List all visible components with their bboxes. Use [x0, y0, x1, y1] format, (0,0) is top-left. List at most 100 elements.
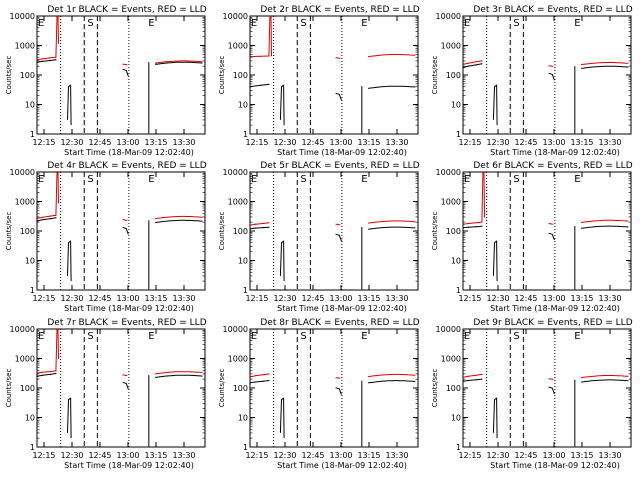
data-point	[55, 214, 57, 216]
data-point	[463, 63, 465, 65]
data-point	[262, 374, 264, 376]
events-series-line	[463, 378, 482, 382]
marker-e-left: E	[38, 331, 44, 342]
x-tick-label: 12:45	[88, 138, 111, 147]
data-point	[483, 172, 485, 174]
x-tick-label: 13:00	[329, 294, 352, 303]
data-point	[268, 83, 270, 85]
data-point	[250, 382, 252, 384]
data-point	[49, 373, 51, 375]
series-group	[250, 220, 416, 290]
panel-title: Det 4r BLACK = Events, RED = LLD	[47, 161, 206, 171]
x-tick-label: 12:45	[88, 451, 111, 460]
detector-panel-6: Det 6r BLACK = Events, RED = LLD 1 10 100 10…	[431, 161, 633, 313]
lld-trace-late	[155, 215, 203, 220]
y-tick-label: 1000	[441, 198, 461, 207]
x-axis-label: Start Time (18-Mar-09 12:02:40)	[64, 461, 194, 470]
x-tick-label: 13:15	[570, 294, 593, 303]
events-dropout	[492, 84, 498, 126]
plot-frame	[462, 171, 632, 291]
events-dropout	[279, 84, 285, 126]
x-tick-label: 13:15	[144, 451, 167, 460]
panel-title: Det 9r BLACK = Events, RED = LLD	[473, 318, 632, 328]
x-tick-label: 13:15	[144, 294, 167, 303]
data-point	[268, 55, 270, 57]
data-point	[467, 226, 469, 228]
plot-frame	[462, 328, 632, 448]
series-group	[463, 373, 629, 447]
data-point	[268, 373, 270, 375]
data-point	[259, 55, 262, 57]
lld-trace-late	[368, 54, 416, 58]
marker-e-left: E	[464, 331, 470, 342]
y-tick-label: 10	[25, 101, 35, 110]
y-axis-label: Counts/sec	[431, 212, 439, 251]
events-fragment	[548, 232, 555, 241]
events-fragment	[548, 386, 555, 395]
data-point	[37, 61, 39, 63]
data-point	[467, 375, 469, 377]
marker-e: E	[148, 174, 154, 185]
y-axis-label: Counts/sec	[5, 212, 13, 251]
marker-s: S	[513, 174, 519, 185]
events-dropout	[279, 397, 285, 439]
series-group	[250, 16, 416, 134]
data-point	[481, 63, 483, 65]
data-point	[467, 379, 469, 382]
lld-fragment	[335, 223, 341, 226]
marker-e: E	[148, 331, 154, 342]
data-point	[55, 370, 57, 372]
y-tick-label: 100	[446, 71, 461, 80]
panel-title: Det 5r BLACK = Events, RED = LLD	[260, 161, 419, 171]
data-point	[481, 373, 483, 375]
x-axis-label: Start Time (18-Mar-09 12:02:40)	[64, 148, 194, 157]
marker-e-left: E	[251, 331, 257, 342]
events-trace-late	[368, 226, 416, 230]
data-point	[56, 172, 58, 174]
x-tick-label: 12:30	[60, 294, 83, 303]
lld-series-line	[250, 16, 272, 58]
events-series-line	[37, 59, 56, 63]
lld-trace-late	[581, 219, 629, 223]
y-tick-label: 1	[30, 443, 35, 452]
data-point	[37, 372, 39, 374]
marker-s: S	[87, 18, 93, 29]
y-tick-label: 10000	[436, 12, 461, 21]
detector-panel-7: Det 7r BLACK = Events, RED = LLD 1 10 100 10…	[5, 318, 207, 470]
lld-series-line	[250, 222, 269, 226]
marker-e: E	[361, 174, 367, 185]
marker-s: S	[300, 331, 306, 342]
lld-fragment	[548, 65, 554, 67]
events-dropout	[492, 397, 498, 439]
detector-panel-9: Det 9r BLACK = Events, RED = LLD 1 10 100 10…	[431, 318, 633, 470]
y-tick-label: 1000	[228, 42, 248, 51]
marker-e: E	[574, 331, 580, 342]
series-group	[463, 60, 629, 134]
x-tick-label: 12:45	[88, 294, 111, 303]
lld-fragment	[548, 223, 554, 225]
y-tick-label: 1	[456, 286, 461, 295]
data-point	[41, 58, 43, 60]
y-tick-label: 10000	[10, 168, 35, 177]
y-tick-label: 100	[20, 71, 35, 80]
x-tick-label: 13:00	[542, 138, 565, 147]
lld-fragment	[122, 374, 128, 377]
x-tick-label: 12:15	[458, 138, 481, 147]
data-point	[41, 60, 43, 63]
events-fragment	[122, 226, 129, 235]
x-tick-label: 12:15	[245, 138, 268, 147]
y-tick-label: 100	[20, 227, 35, 236]
data-point	[250, 224, 252, 226]
data-point	[254, 375, 256, 377]
y-tick-label: 10	[451, 101, 461, 110]
data-point	[37, 59, 39, 61]
y-axis-label: Counts/sec	[218, 212, 226, 251]
x-tick-label: 13:30	[598, 294, 621, 303]
lld-trace-late	[155, 60, 203, 64]
y-tick-label: 1000	[441, 42, 461, 51]
y-tick-label: 10000	[436, 168, 461, 177]
data-point	[250, 228, 252, 230]
panel-title: Det 1r BLACK = Events, RED = LLD	[47, 5, 206, 15]
x-tick-label: 13:15	[357, 451, 380, 460]
data-point	[262, 222, 264, 225]
